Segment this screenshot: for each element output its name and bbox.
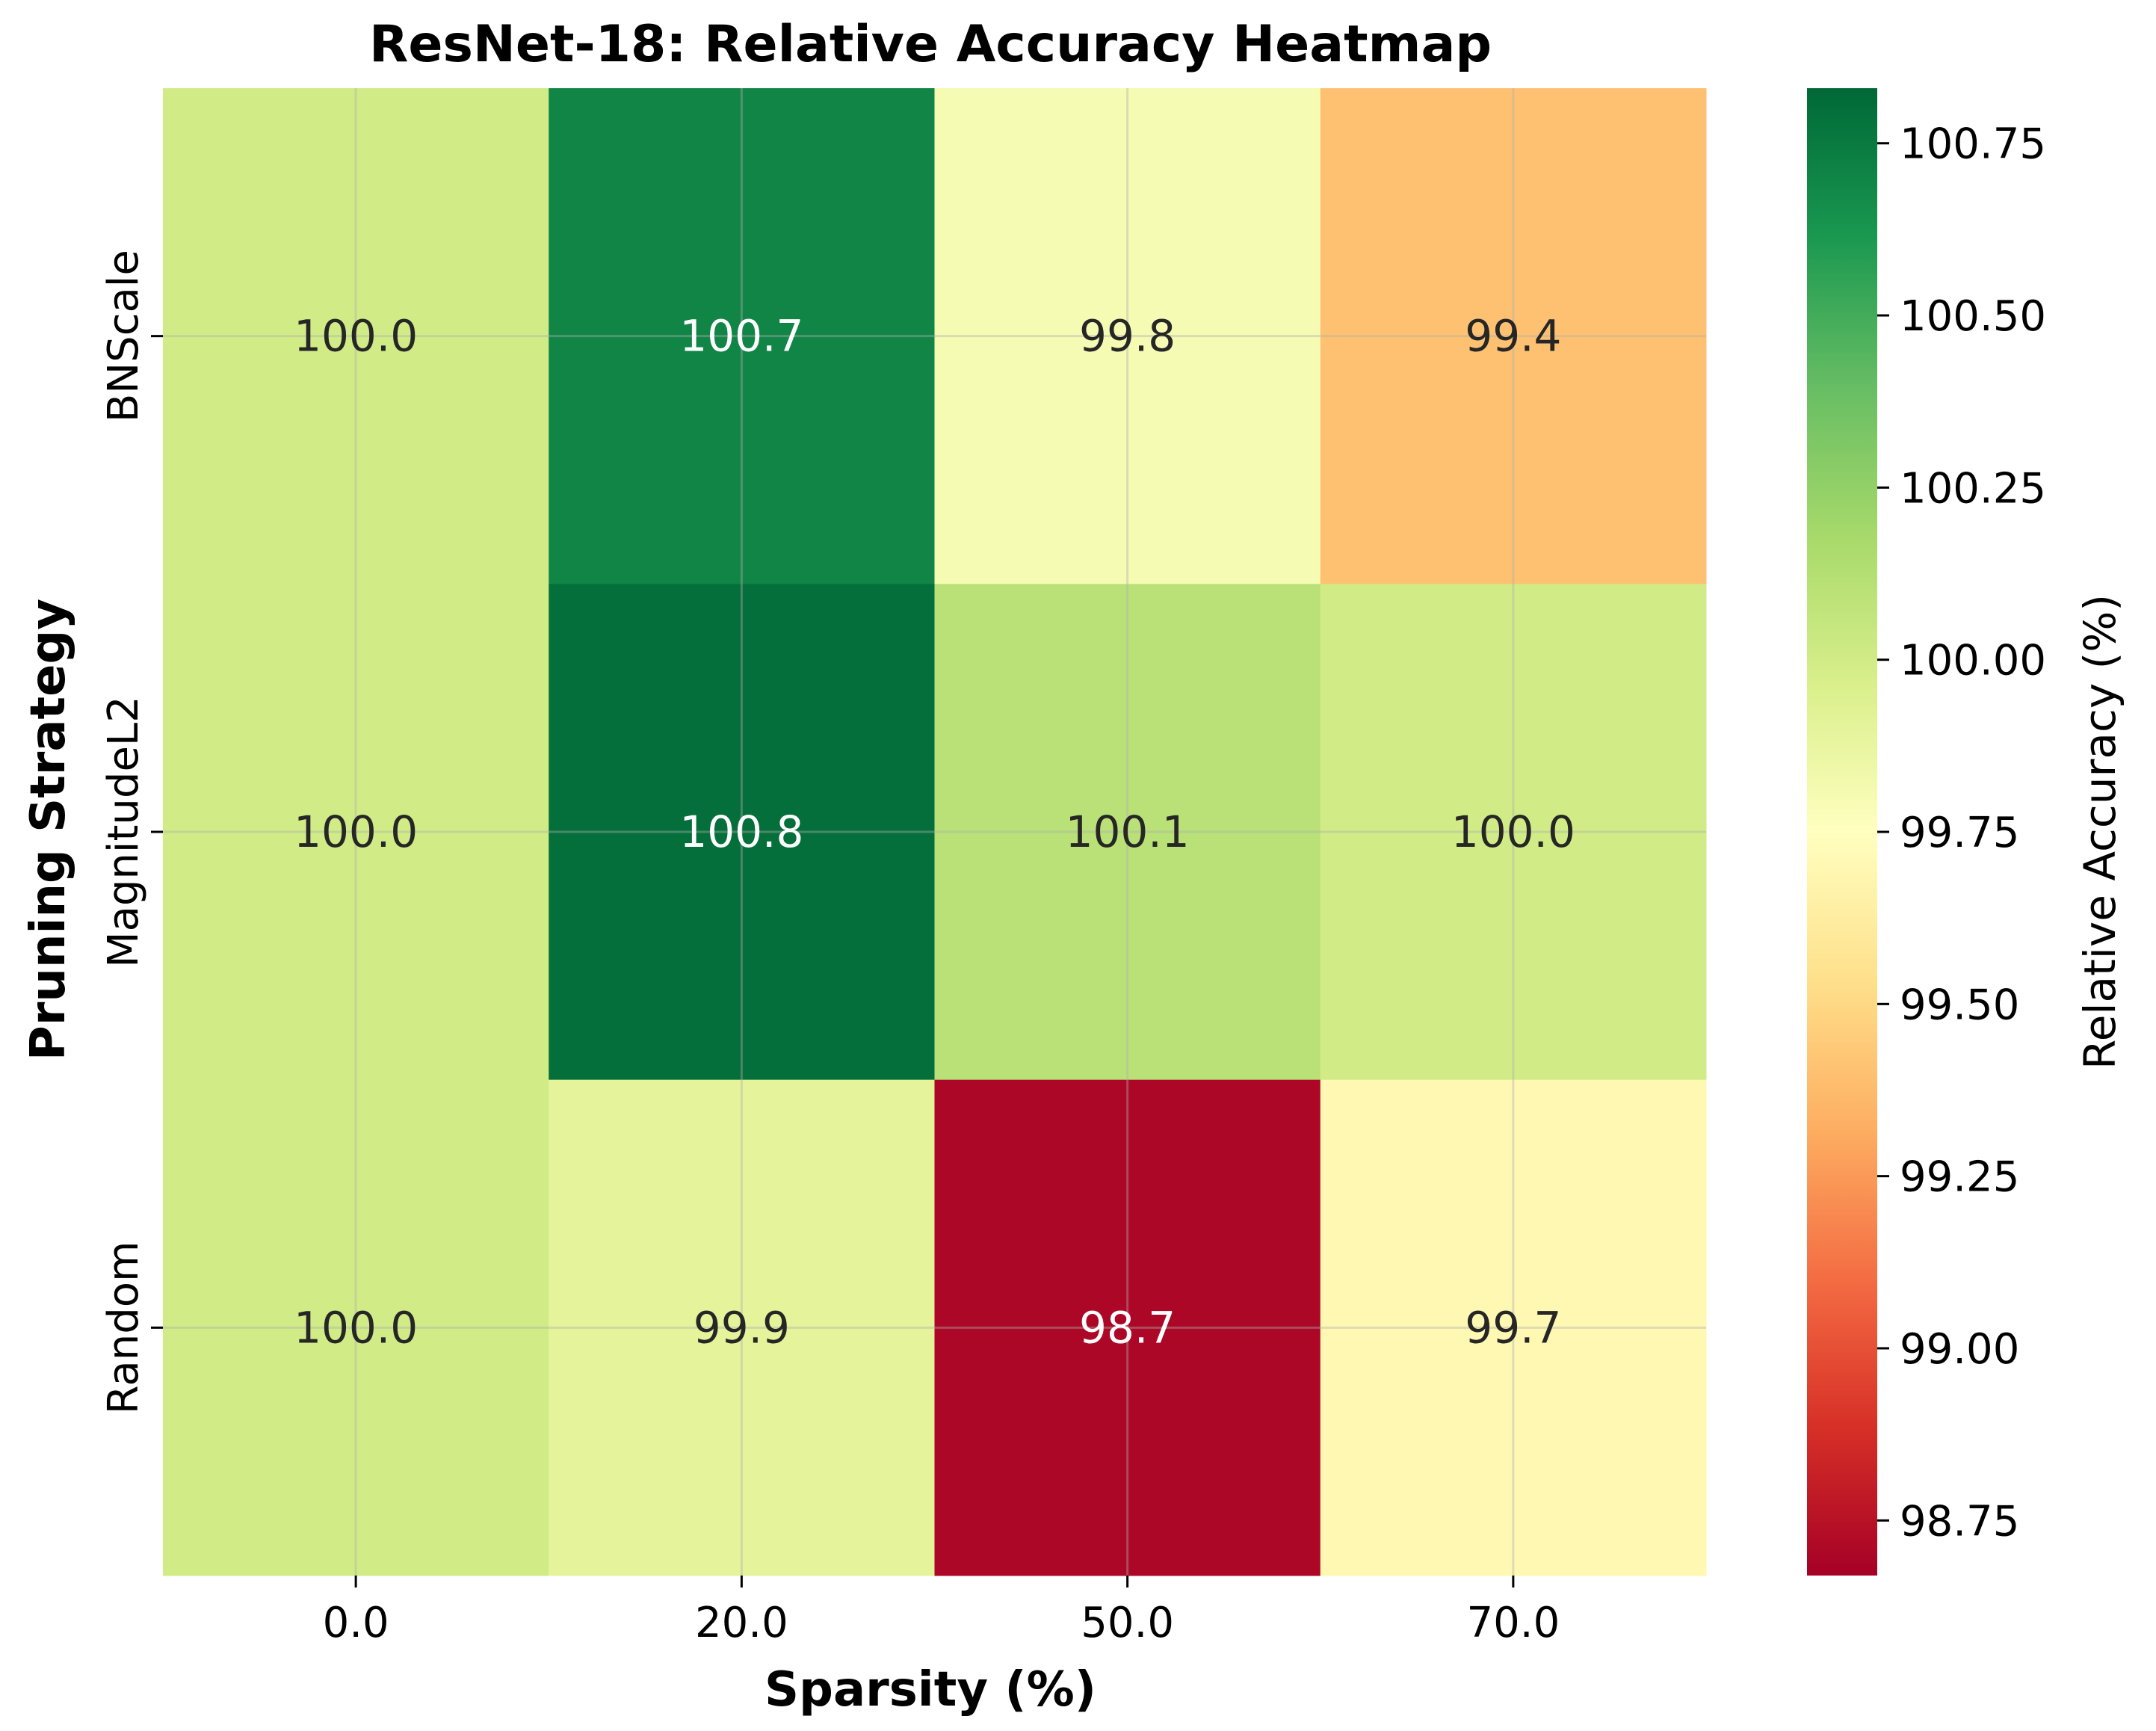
- colorbar-tick-label: 100.25: [1900, 464, 2046, 513]
- heatmap-cell: [934, 88, 1321, 584]
- y-axis: BNScale MagnitudeL2 Random: [99, 250, 163, 1414]
- x-tick-label: 20.0: [695, 1599, 788, 1647]
- heatmap-cell: [934, 1079, 1321, 1576]
- x-tick-label: 50.0: [1081, 1599, 1174, 1647]
- cell-value-label: 100.0: [1451, 806, 1575, 857]
- y-tick-label: Random: [99, 1241, 148, 1414]
- heatmap-cell: [163, 584, 549, 1081]
- cell-value-label: 99.7: [1465, 1302, 1561, 1353]
- cell-value-label: 100.7: [679, 311, 803, 362]
- heatmap-cell: [1320, 584, 1707, 1081]
- cell-value-label: 99.8: [1079, 311, 1176, 362]
- x-axis-label: Sparsity (%): [765, 1662, 1096, 1718]
- x-tick-label: 70.0: [1467, 1599, 1560, 1647]
- heatmap-cell: [163, 88, 549, 584]
- colorbar-label: Relative Accuracy (%): [2075, 594, 2125, 1070]
- colorbar-tick-label: 100.50: [1900, 292, 2046, 341]
- cell-value-label: 100.0: [294, 806, 418, 857]
- x-axis: 0.0 20.0 50.0 70.0: [323, 1576, 1560, 1647]
- colorbar-tick-label: 99.50: [1900, 981, 2019, 1029]
- heatmap-cell: [934, 584, 1321, 1081]
- colorbar: [1807, 88, 1877, 1576]
- cell-labels: 100.0 100.7 99.8 99.4 100.0 100.8 100.1 100.0 10…: [294, 311, 1575, 1354]
- heatmap-cell: [549, 1079, 935, 1576]
- cell-value-label: 99.9: [694, 1302, 790, 1353]
- y-tick-label: BNScale: [99, 250, 148, 422]
- colorbar-tick-label: 99.00: [1900, 1325, 2019, 1374]
- colorbar-tick-label: 98.75: [1900, 1497, 2019, 1546]
- colorbar-tick-label: 100.00: [1900, 637, 2046, 685]
- heatmap-cell: [1320, 1079, 1707, 1576]
- heatmap-cell: [549, 584, 935, 1081]
- colorbar-tick-label: 99.25: [1900, 1153, 2019, 1202]
- cell-value-label: 100.0: [294, 1302, 418, 1353]
- heatmap-cell: [1320, 88, 1707, 584]
- x-tick-label: 0.0: [323, 1599, 389, 1647]
- colorbar-ticks: 98.75 99.00 99.25 99.50 99.75 100.00 100.25 100…: [1877, 120, 2046, 1546]
- cell-value-label: 100.0: [294, 311, 418, 362]
- heatmap-cell: [163, 1079, 549, 1576]
- cell-value-label: 100.8: [679, 806, 803, 857]
- heatmap-cells: [163, 88, 1707, 1576]
- y-tick-label: MagnitudeL2: [99, 696, 148, 968]
- cell-value-label: 98.7: [1079, 1302, 1176, 1353]
- y-axis-label: Pruning Strategy: [21, 599, 76, 1061]
- heatmap-cell: [549, 88, 935, 584]
- chart-title: ResNet-18: Relative Accuracy Heatmap: [369, 15, 1492, 74]
- colorbar-tick-label: 100.75: [1900, 120, 2046, 169]
- colorbar-tick-label: 99.75: [1900, 809, 2019, 857]
- cell-value-label: 100.1: [1066, 806, 1190, 857]
- cell-value-label: 99.4: [1465, 311, 1561, 362]
- grid-lines: [163, 88, 1706, 1576]
